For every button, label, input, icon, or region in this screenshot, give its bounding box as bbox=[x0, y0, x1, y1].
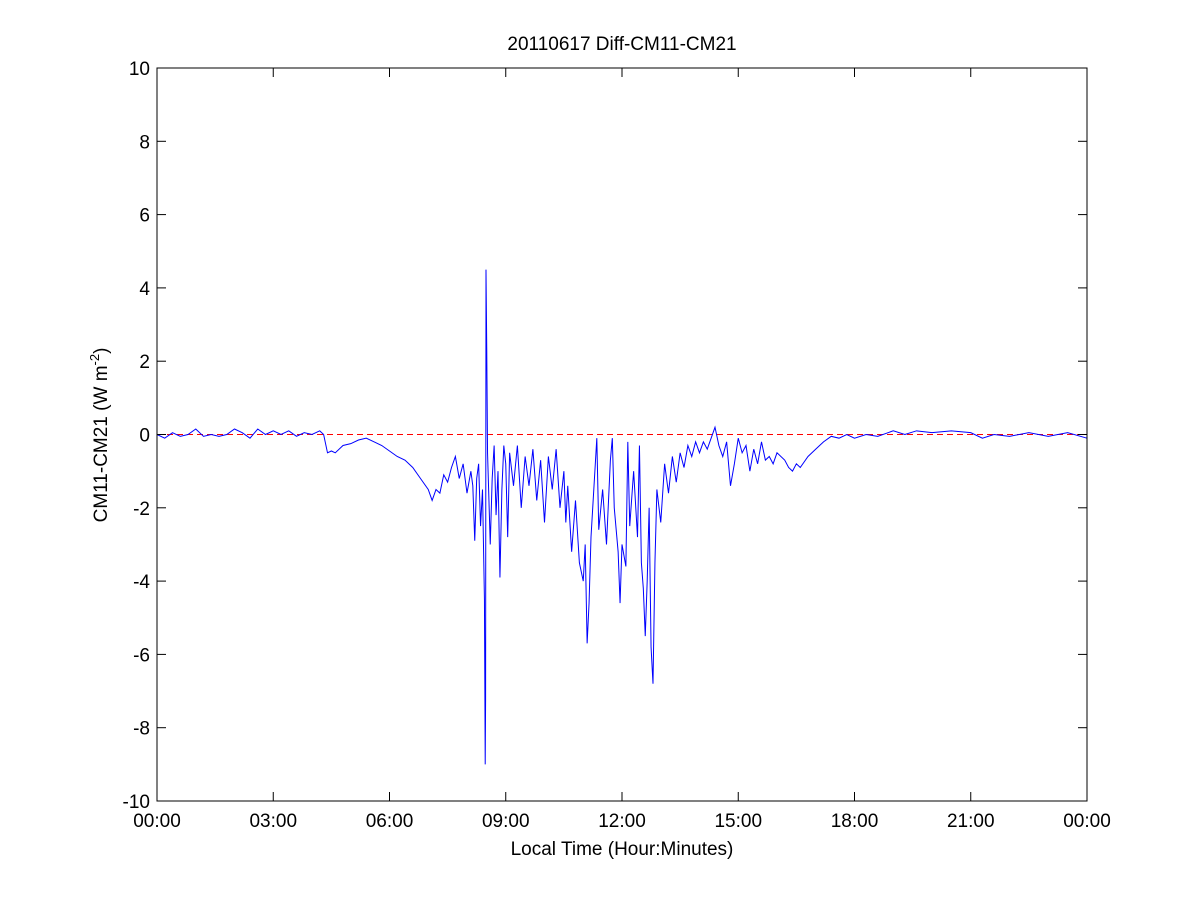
x-tick-label: 18:00 bbox=[831, 811, 879, 832]
x-tick-label: 15:00 bbox=[714, 811, 762, 832]
y-axis-label: CM11-CM21 (W m-2) bbox=[87, 348, 112, 523]
chart-title: 20110617 Diff-CM11-CM21 bbox=[507, 34, 736, 55]
x-axis-label: Local Time (Hour:Minutes) bbox=[511, 839, 734, 860]
x-tick-label: 03:00 bbox=[249, 811, 297, 832]
data-line bbox=[156, 269, 1088, 765]
y-tick-label: -10 bbox=[123, 792, 150, 813]
y-tick-label: 6 bbox=[139, 206, 150, 227]
y-label-exponent: -2 bbox=[87, 354, 102, 366]
y-tick-label: -2 bbox=[133, 499, 150, 520]
x-tick-label: 12:00 bbox=[598, 811, 646, 832]
y-tick-label: 4 bbox=[139, 279, 150, 300]
y-label-text: CM11-CM21 (W m bbox=[91, 365, 112, 522]
y-tick-label: -8 bbox=[133, 719, 150, 740]
x-tick-label: 06:00 bbox=[366, 811, 414, 832]
y-tick-label: -4 bbox=[133, 572, 150, 593]
x-tick-label: 00:00 bbox=[133, 811, 181, 832]
y-tick-label: 2 bbox=[139, 352, 150, 373]
y-tick-label: 8 bbox=[139, 132, 150, 153]
y-tick-label: 10 bbox=[129, 59, 150, 80]
x-tick-label: 21:00 bbox=[947, 811, 995, 832]
y-label-end: ) bbox=[91, 348, 112, 354]
x-tick-label: 09:00 bbox=[482, 811, 530, 832]
y-tick-label: 0 bbox=[139, 426, 150, 447]
x-tick-label: 00:00 bbox=[1063, 811, 1111, 832]
y-tick-label: -6 bbox=[133, 645, 150, 666]
